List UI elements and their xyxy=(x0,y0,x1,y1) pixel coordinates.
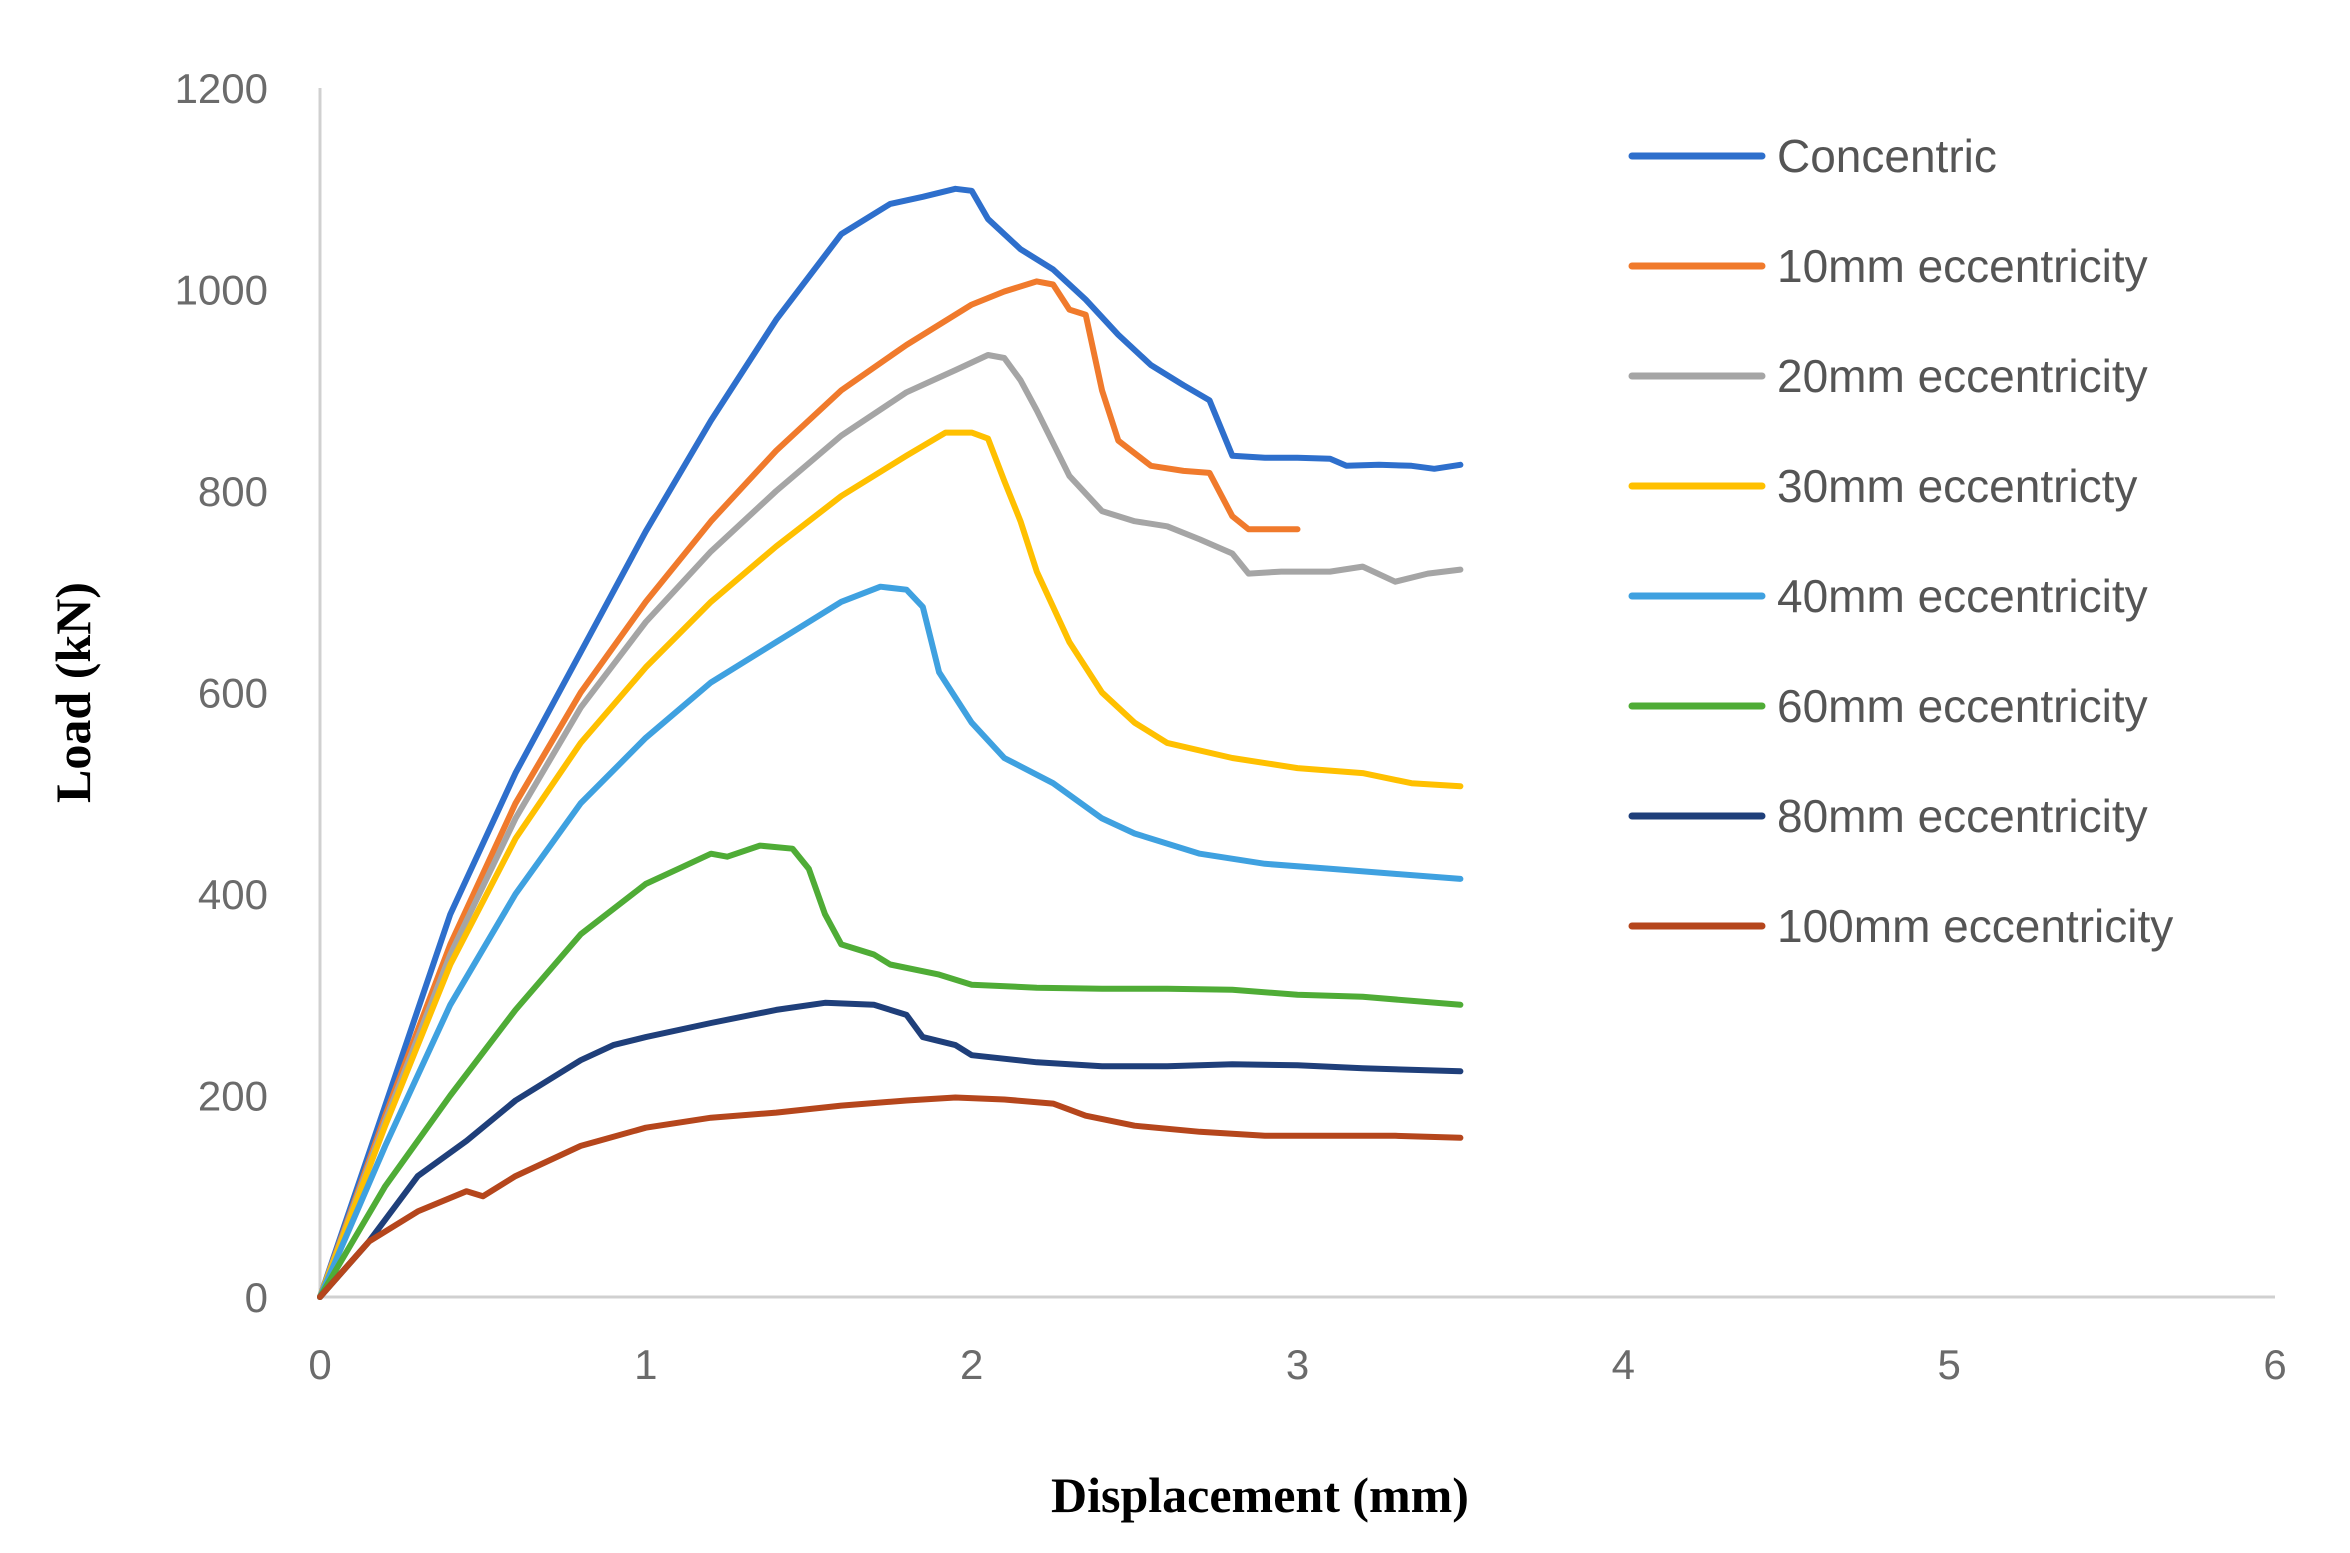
x-tick-label: 5 xyxy=(1937,1341,1960,1388)
series-line-100mm-eccentricity xyxy=(317,1094,1464,1300)
legend-item: Concentric xyxy=(1628,130,1997,182)
legend-item: 60mm eccentricity xyxy=(1628,680,2148,732)
legend-label: 60mm eccentricity xyxy=(1777,680,2148,732)
y-axis-title: Load (kN) xyxy=(45,582,101,803)
series-line-80mm-eccentricity xyxy=(317,999,1464,1300)
series-line-10mm-eccentricity xyxy=(317,278,1301,1300)
legend-item: 30mm eccentricty xyxy=(1628,460,2137,512)
x-tick-label: 1 xyxy=(634,1341,657,1388)
x-tick-label: 3 xyxy=(1286,1341,1309,1388)
y-tick-label: 1000 xyxy=(175,267,268,314)
y-tick-label: 600 xyxy=(198,670,268,717)
legend-label: 40mm eccentricity xyxy=(1777,570,2148,622)
legend-item: 80mm eccentricity xyxy=(1628,790,2148,842)
legend-item: 10mm eccentricity xyxy=(1628,240,2148,292)
legend-label: 10mm eccentricity xyxy=(1777,240,2148,292)
legend-label: 30mm eccentricty xyxy=(1777,460,2137,512)
legend-label: 100mm eccentricity xyxy=(1777,900,2173,952)
legend-item: 100mm eccentricity xyxy=(1628,900,2173,952)
x-tick-label: 2 xyxy=(960,1341,983,1388)
axes: 0 200 400 600 800 1000 1200 0 1 2 3 4 5 6 xyxy=(175,65,2287,1388)
x-axis-title: Displacement (mm) xyxy=(1051,1467,1469,1523)
series-line-20mm-eccentricity xyxy=(317,352,1464,1300)
legend-item: 20mm eccentricity xyxy=(1628,350,2148,402)
y-tick-label: 0 xyxy=(245,1274,268,1321)
legend-item: 40mm eccentricity xyxy=(1628,570,2148,622)
y-tick-label: 200 xyxy=(198,1073,268,1120)
x-tick-label: 6 xyxy=(2263,1341,2286,1388)
series-line-40mm-eccentricity xyxy=(317,583,1464,1300)
series-lines xyxy=(317,185,1464,1300)
series-line-concentric xyxy=(317,185,1464,1300)
y-tick-label: 1200 xyxy=(175,65,268,112)
series-line-30mm-eccentricty xyxy=(317,429,1464,1300)
y-tick-label: 400 xyxy=(198,871,268,918)
x-tick-label: 4 xyxy=(1612,1341,1635,1388)
legend-label: Concentric xyxy=(1777,130,1997,182)
series-line-60mm-eccentricity xyxy=(317,842,1464,1300)
legend: Concentric 10mm eccentricity 20mm eccentri… xyxy=(1628,130,2173,952)
y-tick-label: 800 xyxy=(198,468,268,515)
legend-label: 20mm eccentricity xyxy=(1777,350,2148,402)
legend-label: 80mm eccentricity xyxy=(1777,790,2148,842)
x-tick-label: 0 xyxy=(308,1341,331,1388)
